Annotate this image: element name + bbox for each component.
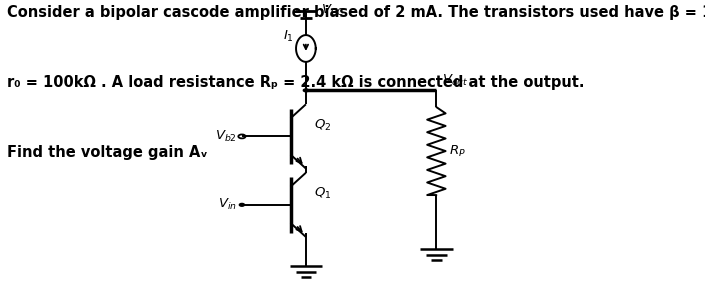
Text: $Q_2$: $Q_2$ (314, 118, 331, 133)
Text: $I_1$: $I_1$ (283, 29, 293, 44)
Circle shape (240, 203, 245, 206)
Text: $R_P$: $R_P$ (449, 143, 466, 159)
Text: $V_{b2}$: $V_{b2}$ (215, 129, 237, 144)
Text: r₀ = 100kΩ . A load resistance Rₚ = 2.4 kΩ is connected at the output.: r₀ = 100kΩ . A load resistance Rₚ = 2.4 … (6, 75, 584, 90)
Circle shape (303, 89, 309, 92)
Text: $V_{out}$: $V_{out}$ (441, 72, 468, 87)
Text: $Q_1$: $Q_1$ (314, 186, 331, 201)
Text: $V_{CC}$: $V_{CC}$ (321, 3, 345, 18)
Text: $V_{in}$: $V_{in}$ (218, 197, 237, 212)
Text: Consider a bipolar cascode amplifier biased of 2 mA. The transistors used have β: Consider a bipolar cascode amplifier bia… (6, 5, 705, 20)
Text: Find the voltage gain Aᵥ: Find the voltage gain Aᵥ (6, 145, 207, 160)
